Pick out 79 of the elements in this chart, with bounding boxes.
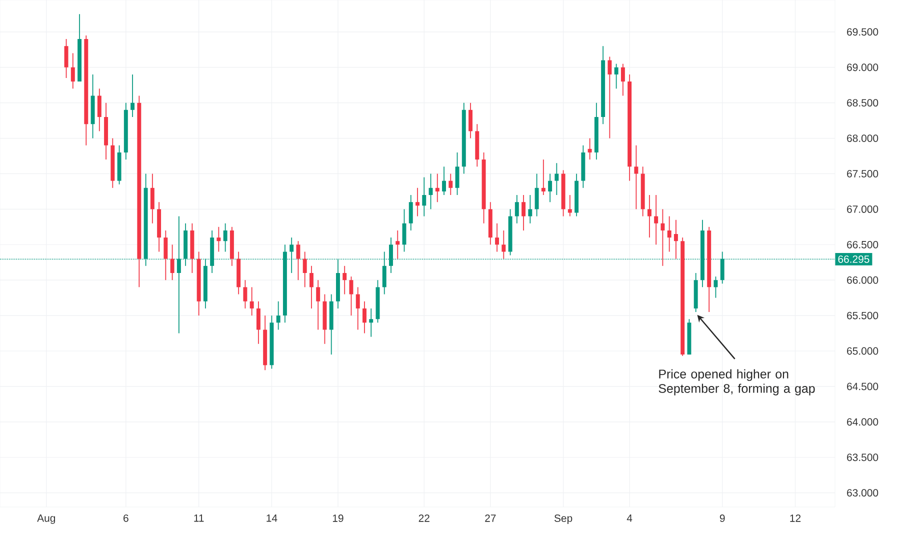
- candlestick: [534, 173, 539, 217]
- x-tick-label: 9: [720, 514, 725, 522]
- candlestick: [369, 308, 374, 338]
- candlestick: [408, 194, 413, 231]
- candlestick: [548, 173, 552, 203]
- candlestick: [64, 38, 68, 78]
- candlestick: [296, 240, 300, 281]
- ref-line-label: 66.295: [838, 255, 870, 263]
- candlestick: [455, 152, 460, 196]
- candlestick: [356, 286, 360, 330]
- x-tick-label: 6: [124, 514, 128, 522]
- candlestick: [243, 280, 248, 309]
- x-tick-label: 27: [485, 514, 496, 522]
- candlestick: [70, 52, 75, 90]
- candlestick: [150, 173, 154, 224]
- x-tick-label: 19: [332, 514, 344, 522]
- candlestick: [522, 194, 526, 231]
- candlestick: [620, 63, 625, 96]
- y-tick-label: 67.000: [847, 205, 878, 213]
- candlestick: [660, 208, 665, 266]
- candlestick: [130, 74, 135, 118]
- y-tick-label: 68.000: [847, 134, 878, 142]
- annotation: Price opened higher on September 8, forming a gap: [658, 369, 815, 396]
- x-tick-label: 14: [266, 514, 278, 522]
- candlestick: [442, 166, 446, 196]
- x-tick-label: 12: [790, 514, 801, 522]
- candlestick: [647, 194, 652, 238]
- candlestick: [568, 194, 572, 217]
- candlestick: [309, 265, 314, 309]
- y-tick-label: 65.500: [847, 312, 878, 320]
- candlestick: [654, 194, 658, 246]
- candlestick: [514, 194, 519, 224]
- candlestick: [528, 194, 532, 224]
- candlestick: [502, 230, 506, 260]
- x-tick-label: 11: [194, 514, 204, 522]
- candlestick: [396, 230, 400, 260]
- candlestick: [164, 230, 168, 281]
- candlestick: [588, 138, 592, 160]
- candlestick: [316, 280, 320, 330]
- candlestick: [674, 219, 678, 260]
- y-tick-label: 69.000: [847, 64, 878, 72]
- candlestick: [276, 300, 280, 330]
- candlestick: [634, 144, 638, 210]
- y-tick-label: 69.500: [847, 28, 878, 36]
- candlestick: [714, 276, 718, 298]
- y-tick-label: 65.000: [847, 347, 878, 355]
- y-tick-label: 64.500: [847, 382, 878, 390]
- candlestick: [495, 222, 500, 252]
- y-tick-label: 68.500: [847, 99, 878, 107]
- candlestick: [256, 300, 260, 344]
- candlestick: [223, 222, 228, 252]
- candlestick: [250, 286, 254, 316]
- x-tick-label: 4: [626, 514, 632, 522]
- candlestick: [216, 226, 221, 252]
- candlestick: [97, 88, 102, 132]
- candlestick: [554, 162, 559, 196]
- candlestick: [608, 56, 612, 139]
- candlestick: [302, 251, 307, 288]
- candlestick: [416, 187, 420, 217]
- x-tick-label: Sep: [554, 514, 572, 524]
- y-tick-label: 67.500: [847, 170, 878, 178]
- y-tick-label: 64.000: [847, 418, 878, 426]
- candlestick: [422, 176, 426, 217]
- y-tick-label: 63.500: [847, 454, 878, 462]
- candlestick: [614, 63, 618, 90]
- y-tick-label: 66.000: [847, 276, 878, 284]
- candlestick: [448, 173, 453, 196]
- candlestick: [667, 216, 672, 252]
- y-tick-label: 63.000: [847, 489, 878, 497]
- candlestick: [342, 265, 347, 295]
- candlestick: [541, 159, 546, 196]
- candlestick: [170, 244, 174, 281]
- y-tick-label: 66.500: [847, 240, 878, 248]
- candlestick: [435, 173, 440, 203]
- candlestick: [468, 102, 473, 139]
- candlestick: [349, 276, 354, 316]
- candlestick: [362, 300, 366, 334]
- x-tick-label: Aug: [37, 514, 56, 524]
- x-tick-label: 22: [418, 514, 430, 522]
